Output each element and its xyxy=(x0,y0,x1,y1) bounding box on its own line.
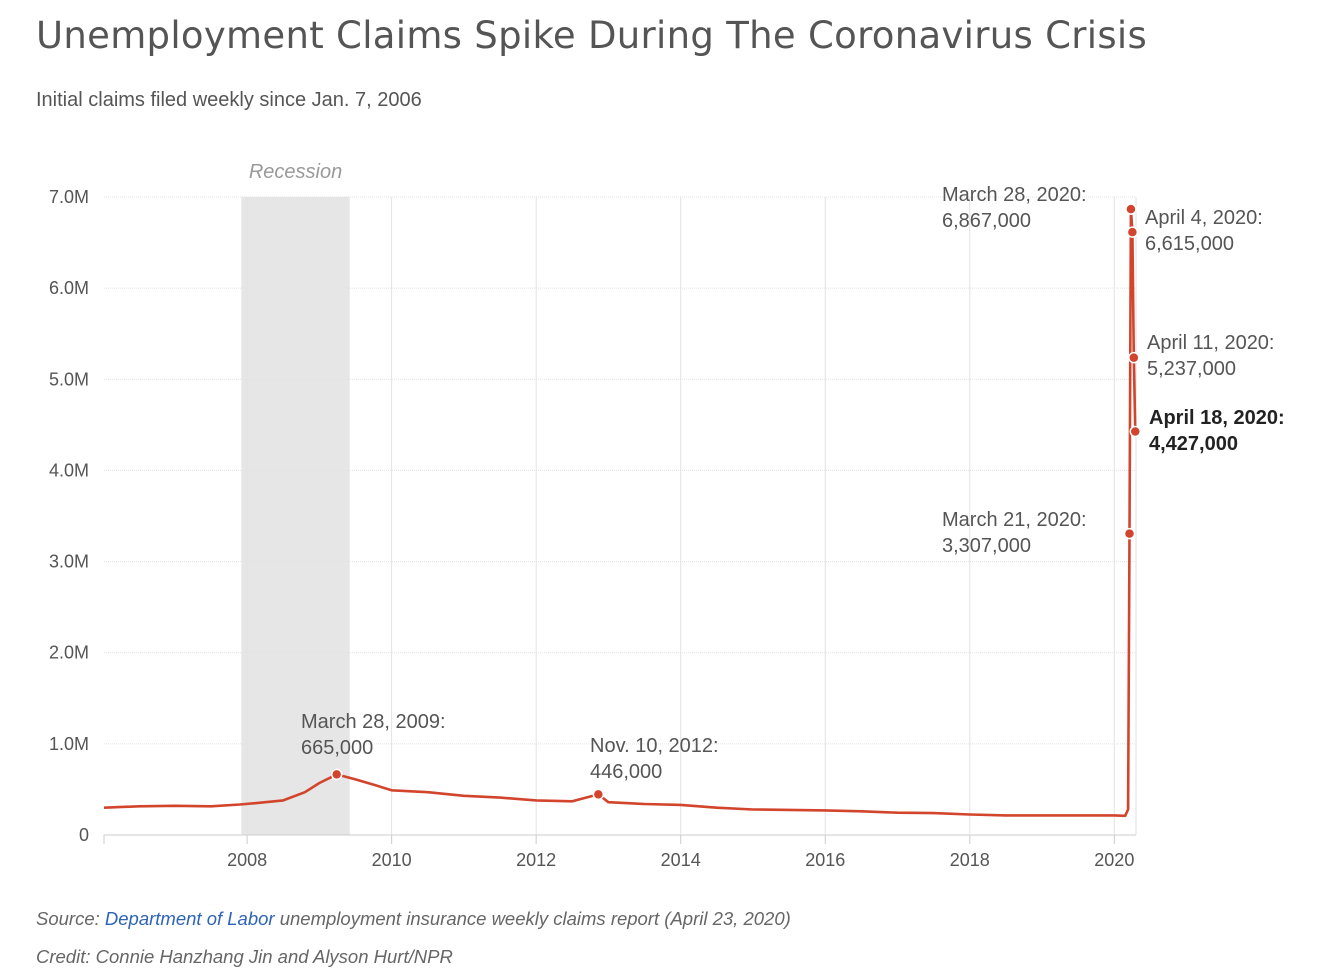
annotation: March 28, 2020: 6,867,000 xyxy=(942,184,1087,232)
annotation-value: 6,867,000 xyxy=(942,210,1031,232)
axis-layer: 0 1.0M 2.0M 3.0M 4.0M 5.0M 6.0M 7.0M 2008 2010 201… xyxy=(49,187,1134,870)
annotation-value: 6,615,000 xyxy=(1145,233,1234,255)
chart-subtitle: Initial claims filed weekly since Jan. 7… xyxy=(36,89,422,111)
y-tick-label: 1.0M xyxy=(49,734,89,754)
x-tick-label: 2008 xyxy=(227,850,267,870)
annotation-layer: March 28, 2009: 665,000 Nov. 10, 2012: 446,… xyxy=(301,184,1285,783)
y-tick-label: 5.0M xyxy=(49,369,89,389)
recession-label: Recession xyxy=(249,161,342,183)
source-note: Source: Department of Labor unemployment… xyxy=(36,908,791,930)
annotation-date: March 21, 2020: xyxy=(942,509,1087,531)
annotation: March 28, 2009: 665,000 xyxy=(301,711,446,759)
annotation: March 21, 2020: 3,307,000 xyxy=(942,509,1087,557)
annotation-date: March 28, 2009: xyxy=(301,711,446,733)
annotation-value: 446,000 xyxy=(590,761,662,783)
data-point-marker xyxy=(1123,527,1136,540)
y-tick-label: 0 xyxy=(79,825,89,845)
data-point-marker xyxy=(1128,351,1140,364)
annotation-date: April 18, 2020: xyxy=(1149,407,1285,429)
recession-band xyxy=(241,197,350,835)
annotation: April 11, 2020: 5,237,000 xyxy=(1147,332,1275,380)
data-point-marker xyxy=(1126,226,1139,238)
line-layer xyxy=(103,207,1137,818)
annotation-date: April 4, 2020: xyxy=(1145,207,1263,229)
annotation-value: 665,000 xyxy=(301,737,373,759)
grid-layer xyxy=(104,196,1137,836)
y-tick-label: 7.0M xyxy=(49,187,89,207)
x-tick-label: 2014 xyxy=(661,850,701,870)
series-line xyxy=(103,207,1137,818)
annotation-value: 4,427,000 xyxy=(1149,433,1238,455)
data-point-marker xyxy=(1125,203,1137,215)
annotation-value: 5,237,000 xyxy=(1147,358,1236,380)
marker-layer xyxy=(330,203,1142,801)
data-point-marker xyxy=(330,768,343,781)
annotation: April 18, 2020: 4,427,000 xyxy=(1149,407,1285,455)
y-tick-label: 2.0M xyxy=(49,643,89,663)
x-tick-label: 2010 xyxy=(372,850,412,870)
data-point-marker xyxy=(1129,425,1142,438)
annotation-date: April 11, 2020: xyxy=(1147,332,1275,354)
recession-layer: Recession xyxy=(241,161,350,835)
annotation-date: Nov. 10, 2012: xyxy=(590,735,719,757)
y-tick-label: 4.0M xyxy=(49,460,89,480)
annotation-value: 3,307,000 xyxy=(942,535,1031,557)
annotation-date: March 28, 2020: xyxy=(942,184,1087,206)
x-tick-label: 2018 xyxy=(950,850,990,870)
y-tick-label: 3.0M xyxy=(49,552,89,572)
y-tick-label: 6.0M xyxy=(49,278,89,298)
line-chart: Recession 0 1.0M 2.0M 3.0M 4.0M 5.0M 6.0M 7.0M 2… xyxy=(49,161,1285,870)
data-point-marker xyxy=(592,788,605,801)
x-tick-label: 2016 xyxy=(805,850,845,870)
annotation: Nov. 10, 2012: 446,000 xyxy=(590,735,719,783)
source-prefix: Source: xyxy=(36,908,105,929)
annotation: April 4, 2020: 6,615,000 xyxy=(1145,207,1263,255)
x-tick-label: 2012 xyxy=(516,850,556,870)
source-suffix: unemployment insurance weekly claims rep… xyxy=(274,908,791,929)
x-tick-label: 2020 xyxy=(1094,850,1134,870)
chart-title: Unemployment Claims Spike During The Cor… xyxy=(36,14,1148,57)
source-link[interactable]: Department of Labor xyxy=(104,908,275,929)
credit-note: Credit: Connie Hanzhang Jin and Alyson H… xyxy=(36,946,453,967)
